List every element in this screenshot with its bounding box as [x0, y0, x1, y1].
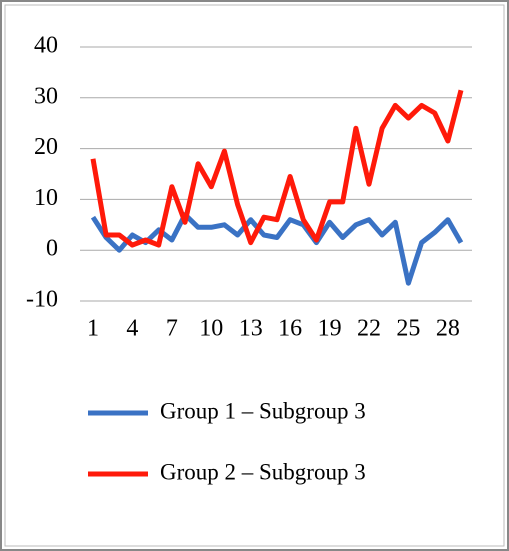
x-tick-label: 28 [436, 316, 460, 342]
x-tick-label: 1 [87, 316, 99, 342]
y-tick-label: 20 [34, 134, 58, 160]
y-tick-label: -10 [26, 287, 58, 313]
legend-label: Group 2 – Subgroup 3 [160, 459, 366, 484]
x-tick-label: 19 [318, 316, 342, 342]
y-tick-label: 10 [34, 185, 58, 211]
y-tick-label: 40 [34, 33, 58, 59]
y-tick-label: 30 [34, 83, 58, 109]
x-tick-label: 4 [126, 316, 138, 342]
x-tick-label: 10 [199, 316, 223, 342]
y-tick-label: 0 [46, 236, 58, 262]
x-tick-label: 13 [239, 316, 263, 342]
legend-label: Group 1 – Subgroup 3 [160, 398, 366, 423]
x-tick-label: 22 [357, 316, 381, 342]
x-tick-label: 7 [166, 316, 178, 342]
x-tick-label: 25 [396, 316, 420, 342]
x-tick-label: 16 [278, 316, 302, 342]
series-line [90, 89, 464, 248]
inner-frame [4, 4, 505, 547]
series-line [90, 212, 464, 286]
